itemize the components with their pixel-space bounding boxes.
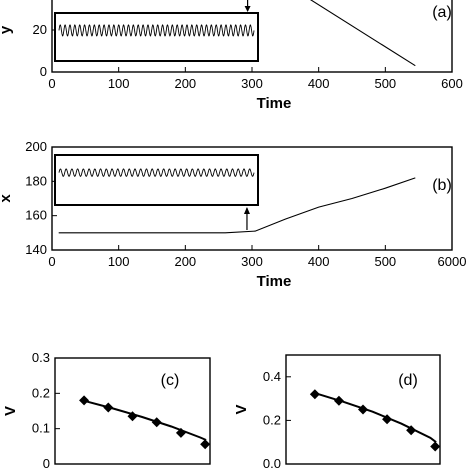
y-tick-label: 140 <box>25 242 47 257</box>
inset-oscillation <box>58 168 255 177</box>
inset-frame <box>54 154 259 206</box>
x-tick-label: 0 <box>48 254 55 269</box>
fit-line <box>83 399 207 441</box>
arrowhead-icon <box>244 6 251 12</box>
y-tick-label: 0 <box>40 64 47 79</box>
y-tick-label: 20 <box>33 22 47 37</box>
panel-b: 0 100 200 300 400 500 6000 140 160 180 200 Time x (b) <box>0 139 466 290</box>
panel-d: 0.0 0.2 0.4 V (d) <box>233 354 441 471</box>
x-tick-label: 200 <box>174 254 196 269</box>
x-tick-label: 500 <box>374 254 396 269</box>
x-tick-label: 0 <box>48 76 55 91</box>
panel-a: 010020030040050060002040Timey(a) <box>0 0 463 112</box>
y-tick-label: 0.1 <box>32 421 50 436</box>
x-tick-label: 300 <box>241 76 263 91</box>
x-axis-label: Time <box>257 273 292 290</box>
arrowhead-icon <box>243 207 250 214</box>
y-tick-label: 0.2 <box>32 385 50 400</box>
x-tick-label: 200 <box>174 76 196 91</box>
inset-frame <box>54 12 259 62</box>
y-tick-label: 0.3 <box>32 350 50 365</box>
y-axis-label: x <box>0 194 14 203</box>
y-tick-label: 180 <box>25 173 47 188</box>
panel-c: 0 0.1 0.2 0.3 V (c) <box>2 350 211 471</box>
x-axis-label: Time <box>257 95 292 112</box>
x-tick-label: 400 <box>308 254 330 269</box>
x-tick-label: 600 <box>441 76 463 91</box>
panel-label: (c) <box>161 372 180 389</box>
y-tick-label: 0.2 <box>263 412 281 427</box>
x-tick-label: 100 <box>108 254 130 269</box>
plot-frame <box>285 354 441 465</box>
y-tick-label: 0 <box>43 456 50 471</box>
series-line <box>310 0 416 67</box>
plot-frame <box>54 357 211 465</box>
data-point <box>79 395 90 406</box>
panel-label: (a) <box>432 4 452 21</box>
series-line <box>58 177 416 234</box>
panel-label: (d) <box>398 372 418 389</box>
y-axis-label: y <box>0 25 14 34</box>
inset-oscillation <box>58 24 255 37</box>
data-point <box>200 439 211 450</box>
x-tick-label: 100 <box>108 76 130 91</box>
data-point <box>430 441 441 452</box>
y-tick-label: 0.4 <box>263 369 281 384</box>
x-tick-label: 500 <box>374 76 396 91</box>
y-tick-label: 160 <box>25 208 47 223</box>
y-axis-label: V <box>233 404 250 414</box>
y-tick-label: 200 <box>25 139 47 154</box>
x-tick-label: 6000 <box>438 254 467 269</box>
data-point <box>309 389 320 400</box>
y-tick-label: 0.0 <box>263 456 281 471</box>
x-tick-label: 300 <box>241 254 263 269</box>
x-tick-label: 400 <box>308 76 330 91</box>
y-axis-label: V <box>2 406 19 416</box>
panel-label: (b) <box>432 177 452 194</box>
fit-line <box>314 392 437 443</box>
